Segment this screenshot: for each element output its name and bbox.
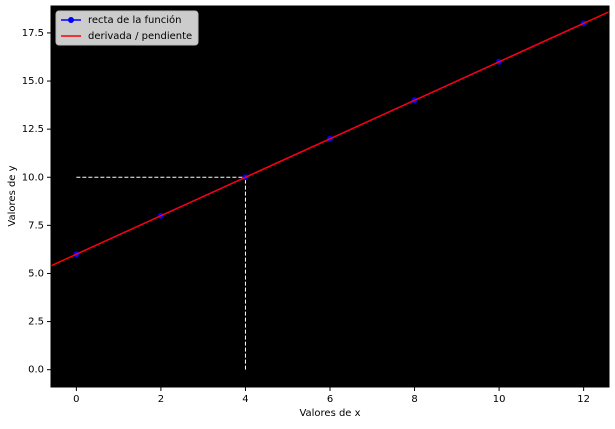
y-tick-label: 2.5: [28, 317, 44, 328]
y-tick-label: 17.5: [22, 28, 44, 39]
x-tick-label: 2: [158, 394, 164, 405]
legend-label: recta de la función: [88, 14, 181, 26]
y-tick-label: 10.0: [22, 172, 44, 183]
line: [51, 10, 609, 267]
x-tick-label: 12: [577, 394, 590, 405]
x-tick-label: 8: [411, 394, 417, 405]
y-axis-label: Valores de y: [7, 165, 18, 226]
plot-layer: [51, 10, 609, 370]
x-tick-label: 0: [73, 394, 79, 405]
x-tick-label: 4: [242, 394, 248, 405]
y-tick-label: 15.0: [22, 76, 44, 87]
x-tick-label: 6: [327, 394, 333, 405]
legend-marker: [68, 17, 74, 23]
x-tick-label: 10: [493, 394, 506, 405]
legend-box: [55, 10, 199, 46]
legend-label: derivada / pendiente: [88, 31, 192, 42]
y-tick-label: 12.5: [22, 124, 44, 135]
x-axis-label: Valores de x: [299, 408, 360, 419]
y-tick-label: 7.5: [28, 220, 44, 231]
y-tick-label: 0.0: [28, 365, 44, 376]
y-tick-label: 5.0: [28, 268, 44, 279]
plot-area: [51, 6, 609, 387]
axes-frame: [50, 5, 610, 388]
